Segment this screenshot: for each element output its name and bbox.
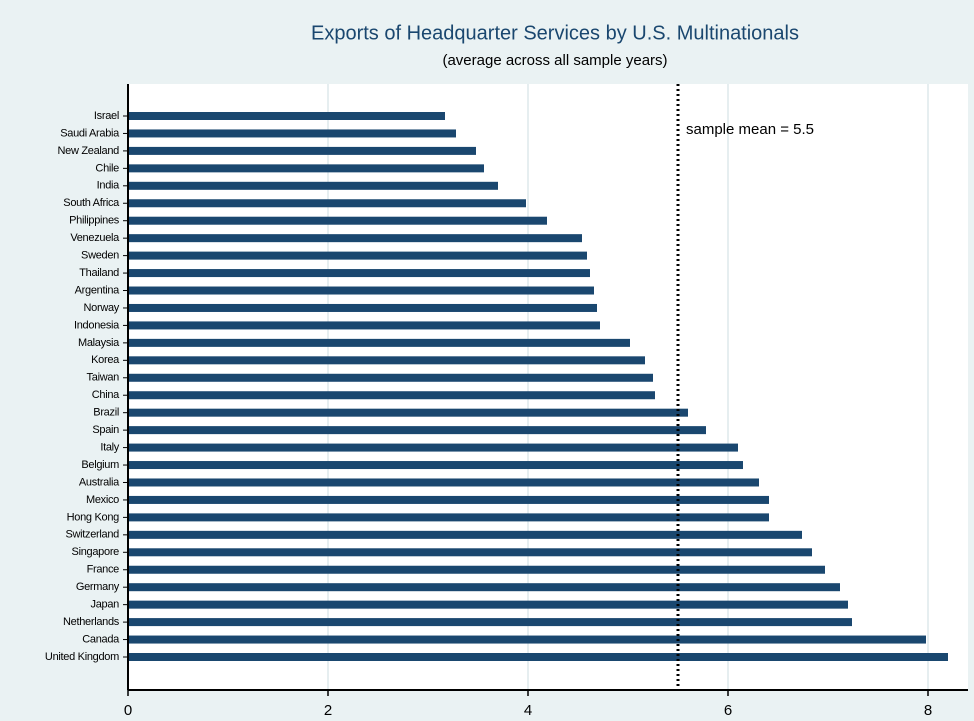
- x-tick-label: 8: [924, 702, 932, 719]
- y-tick-label: Venezuela: [70, 232, 120, 244]
- y-tick-label: Hong Kong: [67, 511, 120, 523]
- bar: [128, 600, 848, 609]
- bar: [128, 356, 645, 365]
- y-tick-label: Switzerland: [65, 529, 119, 541]
- bar: [128, 478, 759, 487]
- y-tick-label: Thailand: [79, 267, 119, 279]
- bar: [128, 321, 600, 330]
- y-tick-label: Brazil: [93, 407, 119, 419]
- bar: [128, 495, 769, 504]
- y-tick-label: Philippines: [69, 215, 120, 227]
- y-tick-label: Sweden: [81, 250, 119, 262]
- bar: [128, 112, 445, 120]
- bar: [128, 181, 498, 190]
- y-tick-label: Argentina: [75, 284, 121, 296]
- y-tick-label: South Africa: [63, 197, 120, 209]
- bar: [128, 548, 812, 557]
- bar: [128, 216, 547, 225]
- bar: [128, 443, 738, 452]
- y-tick-label: Belgium: [81, 459, 119, 471]
- bar: [128, 146, 476, 155]
- bar: [128, 164, 484, 173]
- y-tick-label: Taiwan: [87, 372, 120, 384]
- y-tick-label: Canada: [82, 633, 120, 645]
- y-tick-label: New Zealand: [57, 145, 119, 157]
- bar: [128, 653, 948, 661]
- bar: [128, 286, 594, 295]
- bar: [128, 269, 590, 278]
- bar: [128, 251, 587, 260]
- bar: [128, 338, 630, 347]
- y-tick-label: Norway: [84, 302, 120, 314]
- bar: [128, 408, 688, 417]
- x-tick-label: 2: [324, 702, 332, 719]
- plot-area: [128, 84, 968, 690]
- y-tick-label: Spain: [92, 424, 119, 436]
- bar: [128, 461, 743, 470]
- chart-subtitle: (average across all sample years): [442, 52, 667, 69]
- y-tick-label: Netherlands: [63, 616, 120, 628]
- bar: [128, 513, 769, 522]
- bar: [128, 129, 456, 138]
- chart-title: Exports of Headquarter Services by U.S. …: [311, 22, 799, 44]
- bar: [128, 426, 706, 435]
- y-tick-label: Australia: [79, 476, 120, 488]
- y-tick-label: Israel: [94, 110, 119, 122]
- y-tick-label: Italy: [100, 441, 119, 453]
- y-tick-label: Chile: [95, 162, 119, 174]
- bar: [128, 530, 802, 539]
- bar: [128, 373, 653, 382]
- y-tick-label: Saudi Arabia: [60, 127, 120, 139]
- y-tick-label: Singapore: [72, 546, 120, 558]
- y-tick-label: Korea: [91, 354, 120, 366]
- y-tick-label: Japan: [91, 599, 120, 611]
- bar: [128, 583, 840, 592]
- y-tick-label: United Kingdom: [45, 651, 119, 663]
- bar: [128, 199, 526, 208]
- y-tick-label: France: [87, 564, 120, 576]
- bar: [128, 303, 597, 312]
- bar: [128, 565, 825, 574]
- bar: [128, 618, 852, 627]
- bar: [128, 391, 655, 400]
- y-tick-label: Malaysia: [78, 337, 120, 349]
- y-tick-label: India: [97, 180, 121, 192]
- y-tick-label: China: [92, 389, 120, 401]
- x-tick-label: 0: [124, 702, 132, 719]
- annotation: sample mean = 5.5: [686, 121, 814, 138]
- y-tick-label: Indonesia: [74, 319, 120, 331]
- x-tick-label: 6: [724, 702, 732, 719]
- x-tick-label: 4: [524, 702, 532, 719]
- bar: [128, 234, 582, 243]
- y-tick-label: Germany: [76, 581, 120, 593]
- bar: [128, 635, 926, 644]
- y-tick-label: Mexico: [86, 494, 119, 506]
